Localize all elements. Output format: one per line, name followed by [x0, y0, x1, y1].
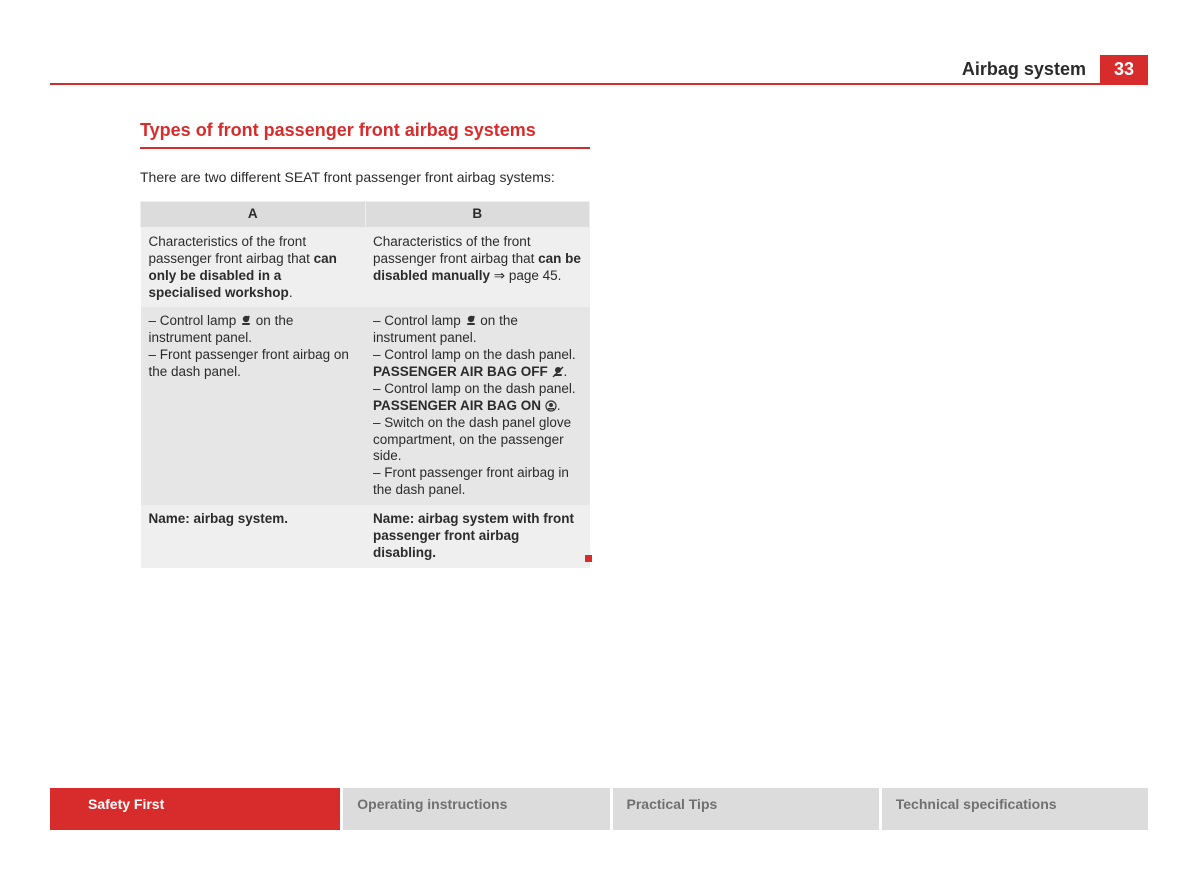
section-title: Types of front passenger front airbag sy…	[140, 120, 590, 149]
chapter-title: Airbag system	[962, 55, 1094, 84]
airbag-on-icon	[545, 400, 557, 412]
table-row: Name: airbag system. Name: airbag system…	[141, 505, 590, 568]
text: .	[289, 285, 293, 300]
footer-tabs: Safety First Operating instructions Prac…	[50, 788, 1148, 830]
text-bold: PASSENGER AIR BAG OFF	[373, 364, 552, 379]
tab-practical-tips[interactable]: Practical Tips	[613, 788, 879, 830]
text-bold: Name: airbag system with front passenger…	[373, 511, 574, 560]
table-row: – Control lamp on the instrument panel. …	[141, 307, 590, 505]
text-bold: Name: airbag system.	[149, 511, 289, 526]
text: ⇒ page 45.	[490, 268, 561, 283]
airbag-icon	[240, 315, 252, 327]
text: – Switch on the dash panel glove compart…	[373, 415, 571, 464]
text: – Front passenger front airbag in the da…	[373, 465, 569, 497]
text: – Front passenger front airbag on the da…	[149, 347, 349, 379]
page-header: Airbag system 33	[50, 55, 1148, 85]
text: – Control lamp on the dash panel.	[373, 347, 576, 362]
cell-b1: Characteristics of the front passenger f…	[365, 227, 590, 307]
section-end-marker	[585, 555, 592, 562]
text-bold: PASSENGER AIR BAG ON	[373, 398, 545, 413]
text: – Control lamp on the dash panel.	[373, 381, 576, 396]
cell-a3: Name: airbag system.	[141, 505, 366, 568]
page-number: 33	[1100, 55, 1148, 83]
text: – Control lamp	[149, 313, 241, 328]
intro-text: There are two different SEAT front passe…	[140, 169, 590, 185]
table-header-row: A B	[141, 202, 590, 228]
text: Characteristics of the front passenger f…	[149, 234, 314, 266]
airbag-icon	[465, 315, 477, 327]
text: – Control lamp	[373, 313, 465, 328]
cell-b3: Name: airbag system with front passenger…	[365, 505, 590, 568]
tab-technical-specifications[interactable]: Technical specifications	[882, 788, 1148, 830]
table-row: Characteristics of the front passenger f…	[141, 227, 590, 307]
tab-safety-first[interactable]: Safety First	[50, 788, 340, 830]
cell-b2: – Control lamp on the instrument panel. …	[365, 307, 590, 505]
airbag-off-icon	[552, 366, 564, 378]
main-content: Types of front passenger front airbag sy…	[140, 120, 590, 568]
text: .	[564, 364, 568, 379]
tab-operating-instructions[interactable]: Operating instructions	[343, 788, 609, 830]
text: Characteristics of the front passenger f…	[373, 234, 538, 266]
col-header-b: B	[365, 202, 590, 228]
col-header-a: A	[141, 202, 366, 228]
comparison-table: A B Characteristics of the front passeng…	[140, 201, 590, 568]
cell-a1: Characteristics of the front passenger f…	[141, 227, 366, 307]
text: .	[557, 398, 561, 413]
cell-a2: – Control lamp on the instrument panel. …	[141, 307, 366, 505]
